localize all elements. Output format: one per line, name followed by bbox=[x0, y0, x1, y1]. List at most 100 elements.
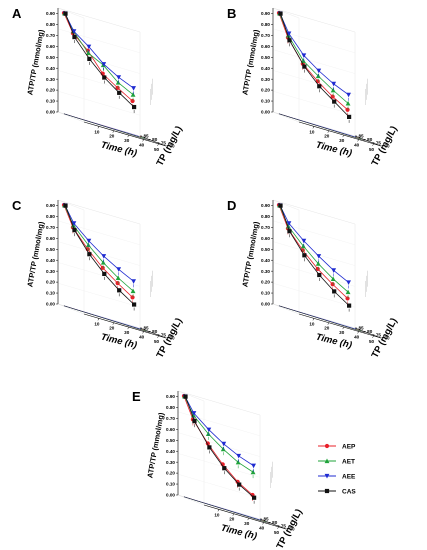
time-axis-title: Time (h) bbox=[220, 523, 258, 543]
time-tick-label: 10 bbox=[309, 129, 315, 134]
time-tick-mark bbox=[127, 326, 129, 330]
point-aep bbox=[115, 85, 120, 90]
grid-line bbox=[272, 262, 356, 287]
time-tick-label: 10 bbox=[309, 321, 315, 326]
point-aee bbox=[236, 453, 242, 459]
point-cas bbox=[72, 34, 77, 40]
z-tick-label: 0.90 bbox=[166, 394, 175, 399]
point-aee bbox=[101, 254, 107, 259]
point-aee bbox=[286, 31, 292, 37]
z-axis-title: ATP/TP (mmol/mg) bbox=[240, 220, 260, 287]
point-aep bbox=[115, 281, 120, 286]
point-cas bbox=[87, 252, 92, 257]
grid-line bbox=[272, 241, 356, 266]
z-tick-label: 0.60 bbox=[46, 236, 55, 241]
time-tick-mark bbox=[312, 126, 315, 129]
time-axis-title: Time (h) bbox=[100, 140, 138, 160]
chart-panel-c: 0.00 0.10 0.20 0.30 0.40 0.50 0.60 0.70 0.80 0.90… bbox=[12, 198, 185, 360]
back-wall-tp bbox=[272, 7, 300, 122]
z-tick-label: 0.40 bbox=[261, 66, 270, 71]
tp-axis-line bbox=[354, 135, 382, 147]
point-aee bbox=[206, 427, 212, 433]
tp-tick-label: 75 bbox=[376, 140, 382, 145]
point-aet bbox=[330, 276, 336, 282]
time-tick-mark bbox=[232, 513, 235, 516]
panel-letter: A bbox=[12, 6, 22, 21]
grid-line bbox=[272, 283, 356, 308]
grid-line bbox=[272, 91, 356, 116]
z-tick-label: 0.50 bbox=[166, 438, 175, 443]
time-tick-mark bbox=[357, 331, 359, 334]
time-tick-label: 50 bbox=[154, 339, 160, 344]
tp-tick-label: 70 bbox=[385, 144, 391, 149]
time-tick-label: 20 bbox=[109, 326, 115, 331]
time-tick-mark bbox=[97, 318, 100, 321]
z-tick-label: 0.90 bbox=[46, 203, 55, 208]
grid-line bbox=[57, 262, 141, 287]
time-tick-label: 30 bbox=[124, 138, 130, 143]
tp-tick-label: 70 bbox=[170, 336, 176, 341]
panel-letter: B bbox=[227, 6, 236, 21]
point-aet bbox=[300, 243, 306, 249]
time-tick-mark bbox=[312, 318, 315, 321]
z-tick-label: 0.50 bbox=[261, 55, 270, 60]
point-aet bbox=[286, 33, 291, 38]
z-tick-label: 0.50 bbox=[46, 55, 55, 60]
time-axis-line bbox=[298, 121, 382, 147]
z-axis-title: ATP/TP (mmol/mg) bbox=[240, 28, 260, 95]
z-tick-label: 0.30 bbox=[166, 460, 175, 465]
point-cas bbox=[302, 253, 307, 258]
point-cas bbox=[332, 289, 337, 294]
time-tick-label: 30 bbox=[244, 521, 250, 526]
time-tick-mark bbox=[142, 331, 144, 334]
z-tick-label: 0.10 bbox=[261, 99, 270, 104]
time-tick-mark bbox=[342, 134, 344, 138]
tp-axis-line bbox=[259, 518, 287, 530]
point-aet bbox=[250, 469, 256, 475]
point-cas bbox=[347, 114, 352, 120]
point-aee bbox=[346, 92, 351, 98]
point-cas bbox=[63, 203, 68, 208]
time-tick-mark bbox=[217, 509, 220, 512]
grid-line bbox=[272, 70, 356, 95]
point-aee bbox=[101, 62, 107, 67]
point-aet bbox=[85, 50, 91, 56]
tp-tick-label: 75 bbox=[161, 332, 167, 337]
time-tick-mark bbox=[277, 526, 279, 529]
point-cas bbox=[287, 229, 292, 234]
point-aee bbox=[301, 53, 307, 58]
series-line-aet bbox=[184, 396, 254, 473]
point-cas bbox=[132, 104, 137, 110]
point-aet bbox=[71, 222, 76, 228]
time-tick-label: 30 bbox=[339, 138, 345, 143]
z-axis-title: ATP/TP (mmol/mg) bbox=[25, 220, 45, 287]
time-tick-mark bbox=[127, 134, 129, 138]
point-cas bbox=[222, 466, 227, 471]
time-axis-title: Time (h) bbox=[315, 140, 353, 160]
point-aep bbox=[100, 265, 105, 270]
point-cas bbox=[302, 64, 307, 69]
time-axis-title: Time (h) bbox=[315, 332, 353, 352]
point-aee bbox=[346, 280, 351, 285]
point-aep bbox=[130, 98, 135, 104]
grid-line bbox=[57, 241, 141, 266]
tp-tick-label: 75 bbox=[161, 140, 167, 145]
point-cas bbox=[207, 445, 212, 450]
time-axis-line bbox=[83, 313, 167, 339]
series-line-aep bbox=[63, 12, 133, 102]
z-tick-label: 0.20 bbox=[166, 471, 175, 476]
grid-line bbox=[272, 49, 356, 74]
point-aet bbox=[115, 80, 121, 85]
series-line-cas bbox=[65, 13, 135, 108]
point-cas bbox=[63, 11, 68, 16]
z-tick-label: 0.10 bbox=[261, 291, 270, 296]
z-tick-label: 0.60 bbox=[261, 44, 270, 49]
grid-line bbox=[177, 474, 261, 499]
point-aep bbox=[315, 266, 320, 272]
grid-line bbox=[57, 91, 141, 116]
z-tick-label: 0.10 bbox=[46, 291, 55, 296]
point-cas bbox=[317, 272, 322, 278]
point-aet bbox=[220, 446, 226, 452]
point-aep bbox=[130, 295, 135, 300]
